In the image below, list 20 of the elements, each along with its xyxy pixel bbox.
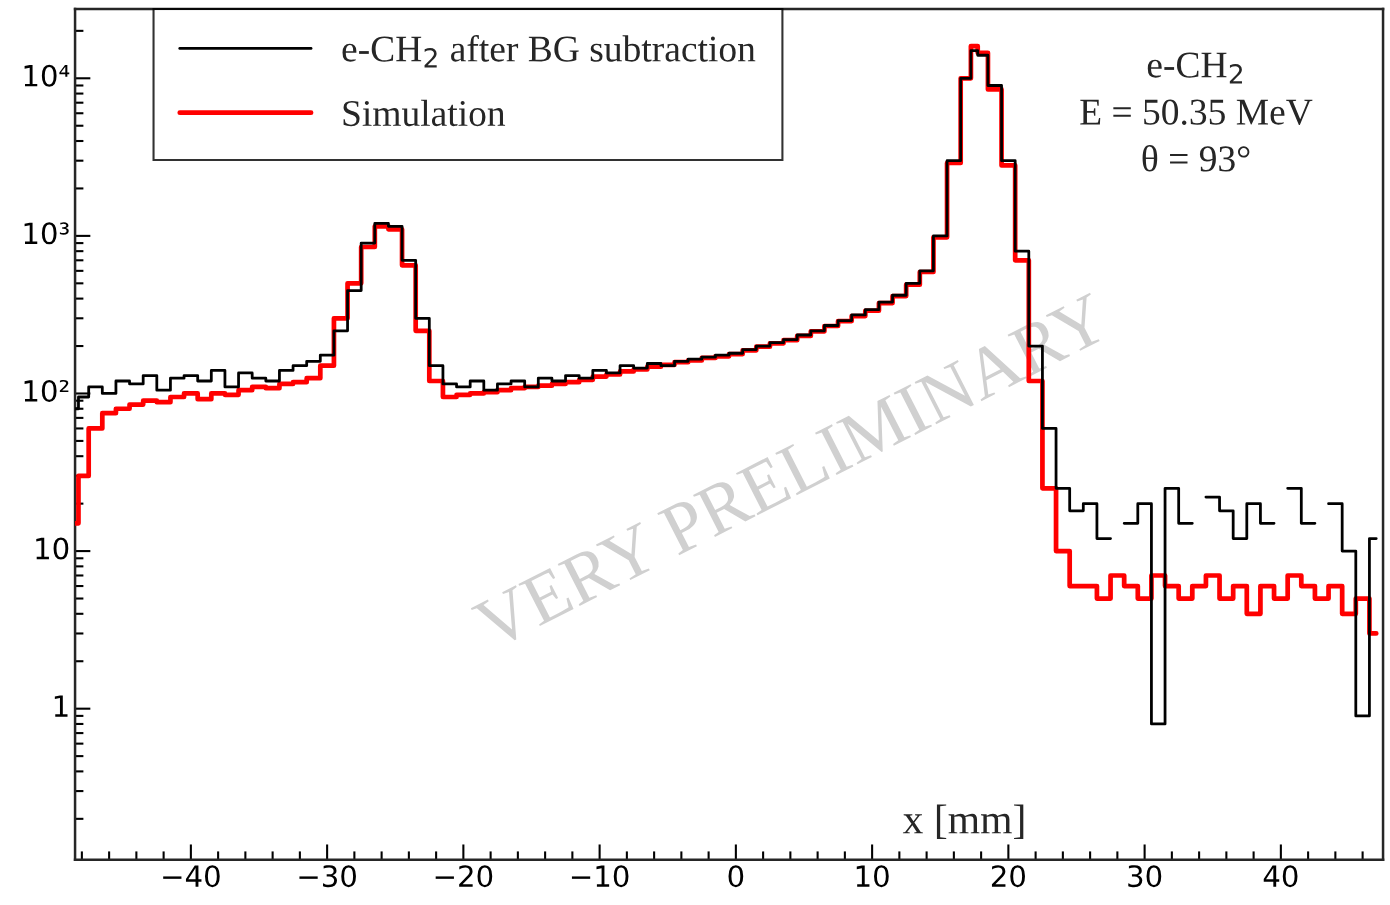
y-tick-label: 10⁴ [24, 64, 70, 87]
x-tick-label: 10 [856, 865, 889, 888]
x-tick-label: 40 [1263, 865, 1298, 888]
x-tick-label: −40 [163, 865, 220, 888]
x-axis-title: x [mm] [902, 804, 1024, 839]
y-tick-label: 10 [36, 537, 69, 560]
x-tick-label: −30 [299, 865, 356, 888]
y-tick-label: 1 [54, 695, 68, 717]
x-tick-label: 20 [991, 865, 1025, 888]
annotation: E = 50.35 MeV [1080, 99, 1313, 125]
y-tick-label: 10³ [24, 222, 69, 245]
legend-label: e-CH$_{2}$ after BG subtraction [342, 34, 756, 68]
annotation: e-CH$_{2}$ [1147, 52, 1242, 84]
x-tick-label: −20 [435, 865, 493, 888]
x-tick-label: 30 [1128, 865, 1162, 888]
annotation: θ = 93° [1142, 144, 1250, 172]
y-tick-label: 10² [24, 379, 69, 402]
legend-label: Simulation [343, 99, 506, 127]
x-tick-label: −10 [571, 865, 629, 888]
x-tick-label: 0 [728, 865, 744, 888]
